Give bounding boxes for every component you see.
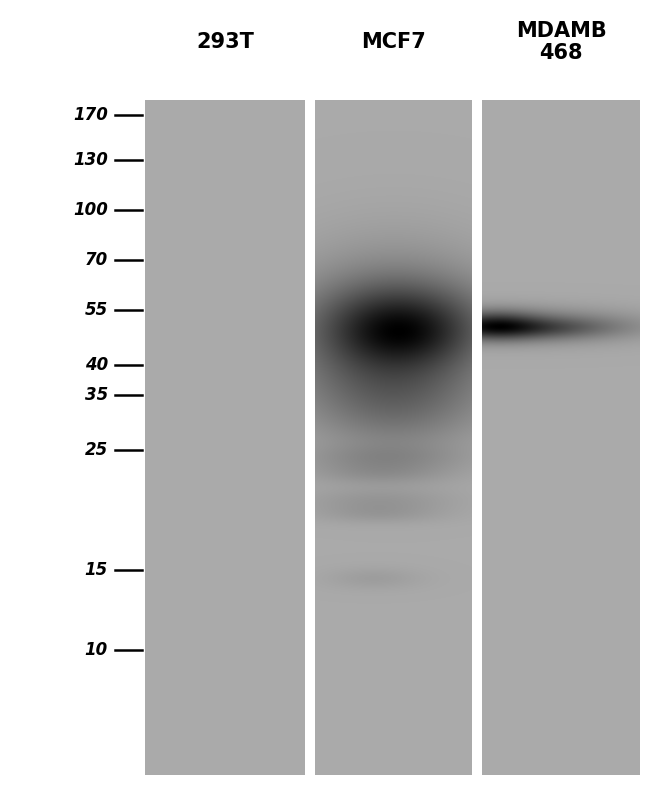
Text: 70: 70 — [84, 251, 108, 269]
Text: 170: 170 — [73, 106, 108, 124]
Text: 293T: 293T — [196, 32, 254, 52]
Text: 55: 55 — [84, 301, 108, 319]
Text: 40: 40 — [84, 356, 108, 374]
Text: MCF7: MCF7 — [361, 32, 426, 52]
Text: 25: 25 — [84, 441, 108, 459]
Text: 100: 100 — [73, 201, 108, 219]
Text: 35: 35 — [84, 386, 108, 404]
Text: 10: 10 — [84, 641, 108, 659]
Bar — [315, 100, 472, 775]
Bar — [482, 100, 640, 775]
Text: 15: 15 — [84, 561, 108, 579]
Text: 130: 130 — [73, 151, 108, 169]
Bar — [145, 100, 305, 775]
Text: MDAMB
468: MDAMB 468 — [515, 21, 606, 63]
